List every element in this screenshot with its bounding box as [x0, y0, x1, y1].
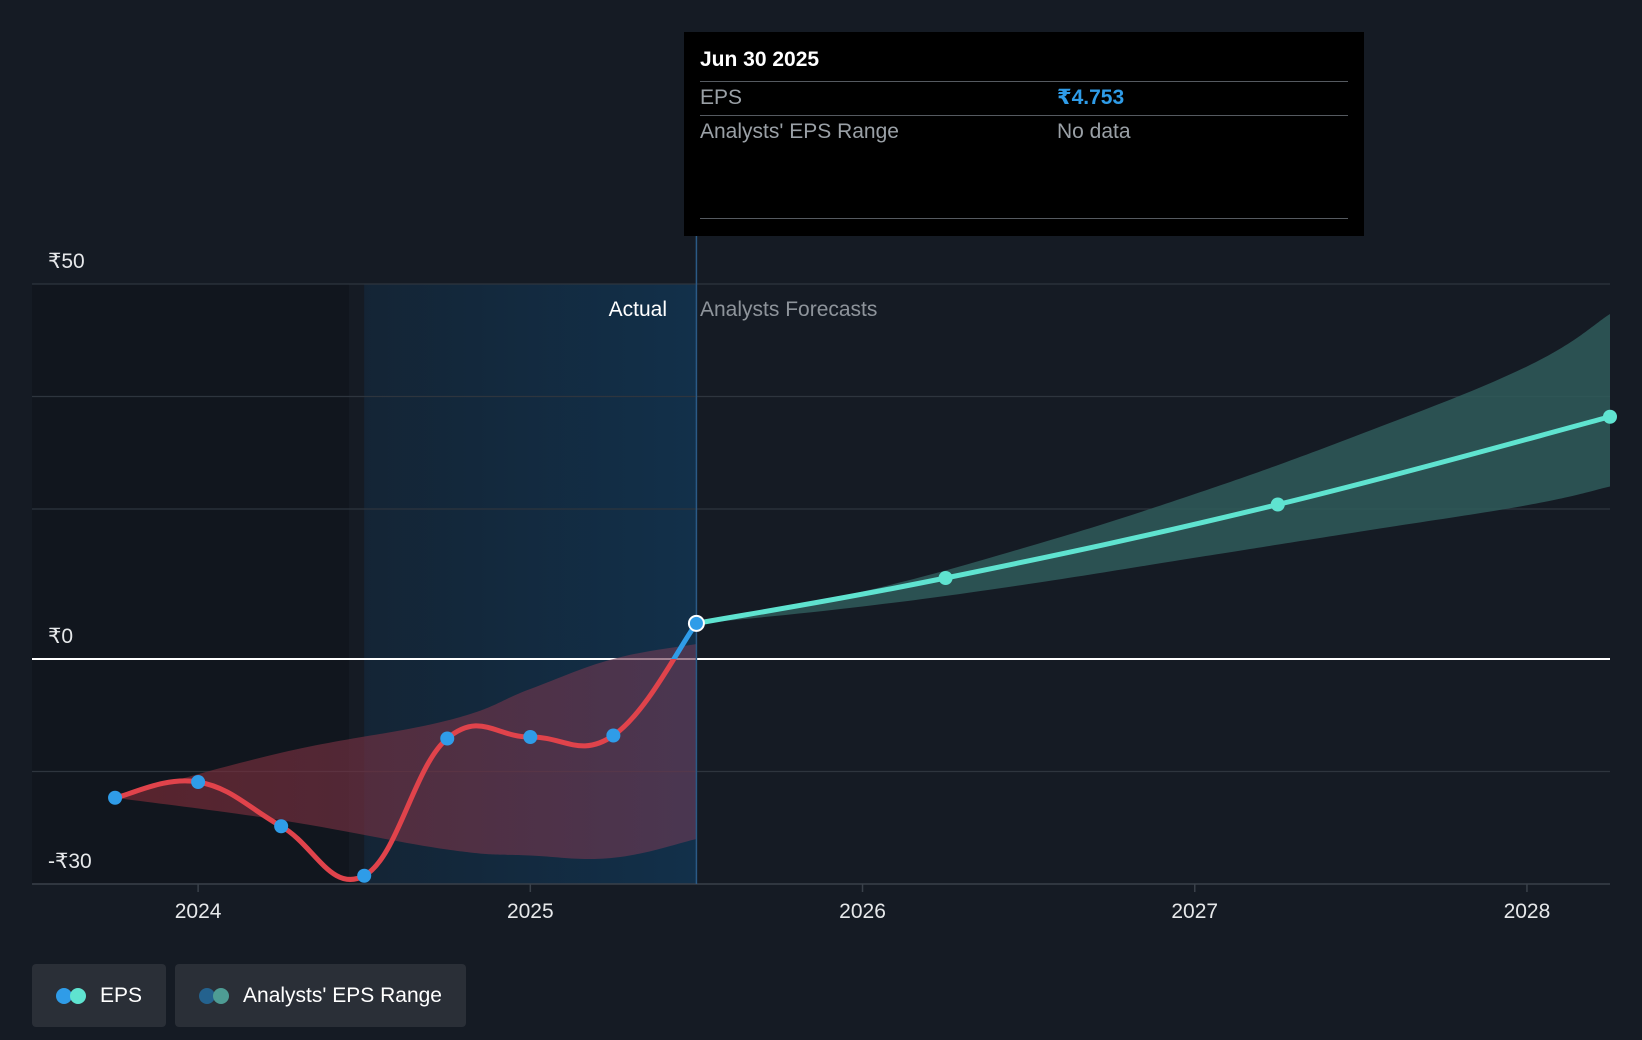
- x-tick-label: 2026: [839, 900, 886, 923]
- x-axis: 2024 2025 2026 2027 2028: [175, 884, 1551, 923]
- y-tick-label: ₹50: [48, 250, 85, 273]
- eps-forecast-point[interactable]: [1270, 497, 1285, 512]
- y-tick-label: ₹0: [48, 625, 73, 648]
- tooltip-date: Jun 30 2025: [700, 48, 820, 71]
- tooltip: Jun 30 2025 EPS ₹4.753 Analysts' EPS Ran…: [684, 32, 1364, 236]
- legend-eps-button[interactable]: EPS: [32, 964, 167, 1027]
- x-tick-label: 2024: [175, 900, 222, 923]
- eps-forecast-point[interactable]: [938, 571, 953, 585]
- tooltip-eps-value: ₹4.753: [1057, 86, 1125, 109]
- tooltip-eps-label: EPS: [700, 86, 743, 109]
- tooltip-row-range: Analysts' EPS Range No data: [700, 115, 1348, 149]
- tooltip-range-label: Analysts' EPS Range: [700, 120, 899, 143]
- legend-range-swatch-icon: [199, 987, 230, 1004]
- eps-actual-point[interactable]: [191, 775, 206, 789]
- actual-section-label: Actual: [609, 298, 667, 321]
- legend-range-button[interactable]: Analysts' EPS Range: [175, 964, 466, 1027]
- legend-eps-swatch-icon: [56, 987, 86, 1004]
- forecast-range-band: [696, 314, 1610, 624]
- eps-actual-point[interactable]: [606, 728, 621, 743]
- eps-points[interactable]: [108, 409, 1617, 883]
- eps-actual-point[interactable]: [523, 730, 538, 744]
- legend: EPS Analysts' EPS Range: [32, 964, 466, 1027]
- legend-eps-label: EPS: [100, 983, 143, 1007]
- eps-forecast-line: [695, 414, 1611, 626]
- eps-forecast-point[interactable]: [1603, 409, 1617, 424]
- tooltip-range-value: No data: [1057, 120, 1131, 143]
- legend-range-label: Analysts' EPS Range: [243, 983, 442, 1007]
- forecast-section-label: Analysts Forecasts: [700, 298, 877, 321]
- eps-actual-point[interactable]: [274, 819, 289, 834]
- eps-range-bands: [115, 314, 1610, 860]
- tooltip-divider: [700, 218, 1348, 219]
- x-tick-label: 2027: [1171, 900, 1218, 923]
- tooltip-row-eps: EPS ₹4.753: [700, 81, 1348, 115]
- x-tick-label: 2025: [507, 900, 554, 923]
- eps-actual-point[interactable]: [108, 790, 123, 805]
- x-tick-label: 2028: [1504, 900, 1551, 923]
- past-range-band: [115, 644, 697, 860]
- eps-actual-point[interactable]: [440, 731, 455, 746]
- eps-point-highlighted[interactable]: [687, 614, 705, 632]
- eps-actual-point[interactable]: [357, 868, 372, 883]
- y-tick-label: -₹30: [48, 850, 92, 873]
- y-axis: ₹50 ₹0 -₹30: [48, 250, 92, 873]
